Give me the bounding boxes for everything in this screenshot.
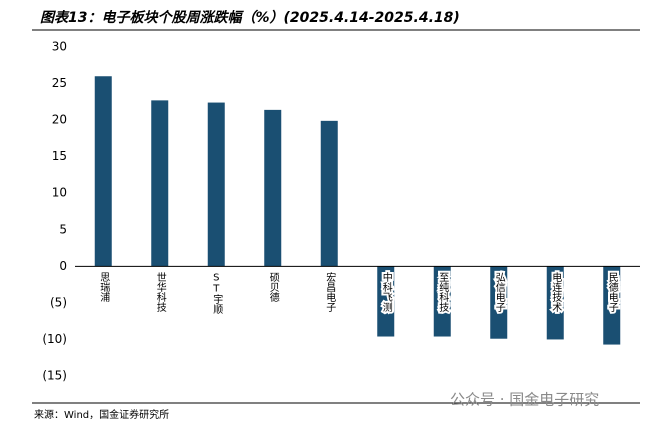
x-tick-label: 中科飞测 [380,271,392,313]
y-tick-label: (5) [50,295,67,309]
y-tick-label: 25 [52,76,67,90]
x-tick-label: 弘信电子 [493,272,505,312]
x-tick-label: 世华科技 [154,272,166,313]
y-tick-label: 20 [52,113,67,127]
x-tick-label: 宏昌电子 [324,271,336,312]
bar [377,266,395,337]
bar [94,76,112,267]
bar [264,109,282,267]
x-tick-label: 民德电子 [606,272,618,312]
y-tick-label: 15 [52,149,67,163]
x-tick-label: ST宇顺 [211,272,223,315]
source-note: 来源：Wind，国金证券研究所 [34,408,169,421]
bar [546,266,564,340]
x-tick-label: 硕贝德 [267,272,279,303]
y-tick-label: (10) [42,332,67,346]
x-tick-label: 思瑞浦 [98,272,110,303]
chart-title: 图表13：电子板块个股周涨跌幅（%）(2025.4.14-2025.4.18) [40,9,460,26]
y-tick-label: 0 [59,259,67,273]
bar [433,266,451,337]
watermark: 公众号 · 国金电子研究 [450,391,599,409]
x-tick-label: 电连技术 [550,271,562,313]
bar [207,102,225,267]
y-tick-label: 5 [59,222,67,236]
y-tick-label: 30 [52,40,67,54]
y-tick-label: 10 [52,186,67,200]
y-tick-label: (15) [42,369,67,383]
x-tick-label: 至纯科技 [437,272,449,313]
bar [603,266,621,345]
bar [320,120,338,267]
bar [490,266,508,339]
bar [151,100,169,267]
